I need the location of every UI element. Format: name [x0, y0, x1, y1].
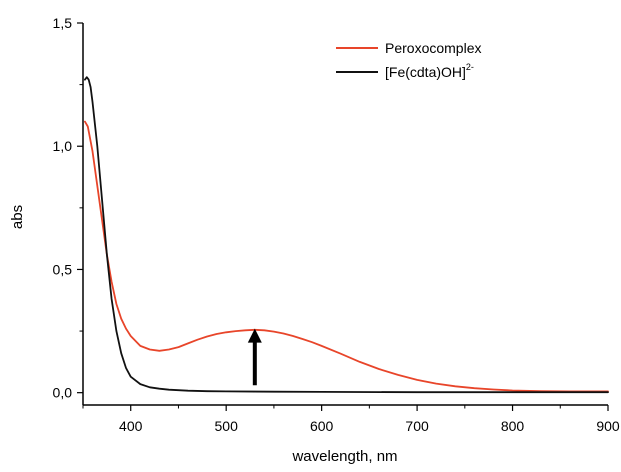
annotation-layer	[247, 328, 262, 386]
x-axis-label: wavelength, nm	[291, 448, 397, 465]
y-tick-label: 1,5	[53, 15, 73, 31]
y-tick-label: 1,0	[53, 138, 73, 154]
legend: Peroxocomplex [Fe(cdta)OH]2-	[336, 40, 482, 80]
x-tick-label: 800	[501, 418, 525, 434]
ticks: 400 500 600 700 800 900 0,0 0,5 1,0 1,5	[53, 15, 620, 434]
x-tick-label: 700	[405, 418, 429, 434]
legend-label-peroxocomplex: Peroxocomplex	[385, 40, 482, 56]
x-tick-label: 400	[119, 418, 143, 434]
y-tick-label: 0,0	[53, 385, 73, 401]
y-axis-label: abs	[9, 205, 26, 229]
x-tick-label: 900	[596, 418, 620, 434]
arrow-up-icon	[247, 328, 262, 343]
series-layer	[84, 76, 609, 394]
series-line-peroxocomplex	[84, 120, 609, 393]
y-tick-label: 0,5	[53, 261, 73, 277]
series-line-fe-cdta-oh	[84, 76, 609, 394]
x-tick-label: 600	[310, 418, 334, 434]
x-tick-label: 500	[215, 418, 239, 434]
axes	[82, 23, 608, 406]
legend-label-fe-cdta-oh: [Fe(cdta)OH]2-	[385, 62, 474, 80]
